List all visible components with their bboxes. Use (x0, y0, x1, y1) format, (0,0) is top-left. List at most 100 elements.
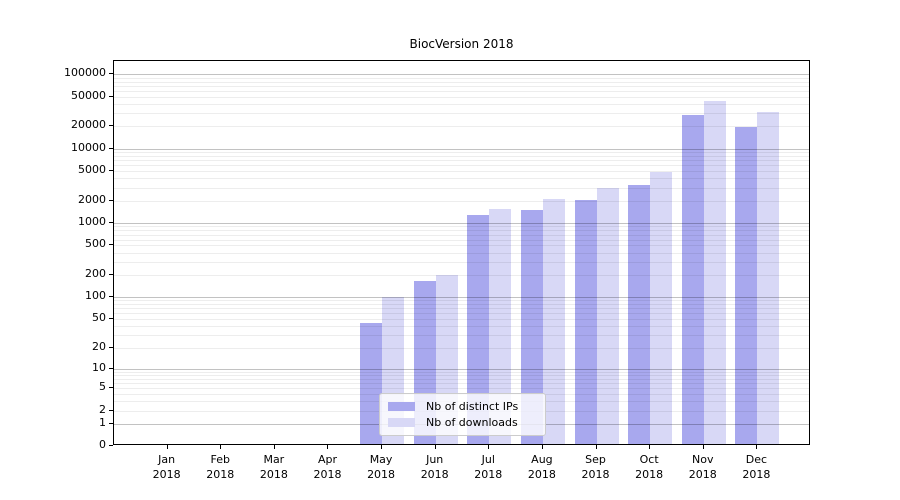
legend-swatch-downloads (388, 418, 415, 428)
gridline-minor (114, 252, 809, 254)
x-tick-label-aug: Aug 2018 (527, 453, 556, 481)
y-tick-label: 100000 (64, 66, 106, 80)
gridline-major (114, 223, 809, 225)
bar-downloads-nov (703, 100, 726, 444)
x-tick-label-jul: Jul 2018 (474, 453, 503, 481)
x-tick-mark (327, 445, 329, 449)
y-tick-label: 10000 (71, 140, 106, 154)
x-tick-mark (220, 445, 222, 449)
gridline-major (114, 74, 809, 76)
gridline-minor (114, 245, 809, 247)
y-tick-mark (109, 273, 113, 275)
bar-distinct-ips-jul (467, 215, 490, 444)
bar-downloads-aug (542, 198, 565, 444)
x-tick-label-feb: Feb 2018 (206, 453, 235, 481)
y-tick-mark (109, 199, 113, 201)
gridline-minor (114, 347, 809, 349)
gridline-minor (114, 230, 809, 232)
gridline-minor (114, 239, 809, 241)
y-tick-label: 50 (92, 311, 106, 325)
gridline-minor (114, 226, 809, 228)
gridline-minor (114, 113, 809, 115)
gridline-minor (114, 371, 809, 373)
x-tick-label-jun: Jun 2018 (420, 453, 449, 481)
gridline-minor (114, 152, 809, 154)
x-tick-label-jan: Jan 2018 (152, 453, 181, 481)
gridline-minor (114, 261, 809, 263)
y-tick-label: 2 (99, 402, 106, 416)
y-tick-mark (109, 170, 113, 172)
y-tick-label: 1 (99, 415, 106, 429)
y-tick-mark (109, 73, 113, 75)
x-tick-mark (273, 445, 275, 449)
y-tick-mark (109, 318, 113, 320)
y-tick-mark (109, 387, 113, 389)
x-tick-label-may: May 2018 (367, 453, 396, 481)
x-tick-mark (166, 445, 168, 449)
y-tick-mark (109, 296, 113, 298)
bar-downloads-sep (596, 188, 619, 444)
x-tick-mark (595, 445, 597, 449)
gridline-minor (114, 313, 809, 315)
y-tick-label: 200 (85, 266, 106, 280)
y-tick-mark (109, 409, 113, 411)
gridline-minor (114, 375, 809, 377)
y-tick-label: 50000 (71, 88, 106, 102)
y-tick-label: 20000 (71, 118, 106, 132)
x-tick-label-sep: Sep 2018 (581, 453, 610, 481)
y-tick-label: 100 (85, 289, 106, 303)
gridline-minor (114, 104, 809, 106)
y-tick-mark (109, 125, 113, 127)
legend-item-distinct-ips: Nb of distinct IPs (380, 400, 545, 413)
gridline-minor (114, 160, 809, 162)
y-tick-label: 0 (99, 438, 106, 451)
y-tick-mark (109, 222, 113, 224)
gridline-major (114, 148, 809, 150)
x-tick-label-mar: Mar 2018 (259, 453, 288, 481)
x-tick-label-nov: Nov 2018 (688, 453, 717, 481)
y-tick-mark (109, 367, 113, 369)
gridline-major (114, 368, 809, 370)
chart-title: BiocVersion 2018 (409, 37, 514, 51)
x-tick-mark (649, 445, 651, 449)
y-tick-label: 10 (92, 360, 106, 374)
y-tick-mark (109, 422, 113, 424)
gridline-minor (114, 155, 809, 157)
legend-swatch-distinct-ips (388, 401, 415, 411)
gridline-minor (114, 200, 809, 202)
legend-item-downloads: Nb of downloads (380, 416, 545, 429)
x-tick-mark (541, 445, 543, 449)
x-tick-mark (381, 445, 383, 449)
legend-label-distinct-ips: Nb of distinct IPs (426, 399, 519, 413)
y-tick-mark (109, 244, 113, 246)
gridline-minor (114, 165, 809, 167)
gridline-minor (114, 326, 809, 328)
x-tick-mark (434, 445, 436, 449)
y-tick-label: 5000 (78, 163, 106, 177)
gridline-minor (114, 96, 809, 98)
bar-downloads-dec (757, 112, 780, 444)
x-tick-mark (702, 445, 704, 449)
gridline-minor (114, 77, 809, 79)
gridline-minor (114, 90, 809, 92)
gridline-minor (114, 178, 809, 180)
y-tick-mark (109, 95, 113, 97)
x-tick-mark (488, 445, 490, 449)
gridline-minor (114, 81, 809, 83)
y-tick-label: 5 (99, 380, 106, 394)
gridline-minor (114, 187, 809, 189)
x-tick-label-dec: Dec 2018 (742, 453, 771, 481)
gridline-minor (114, 171, 809, 173)
y-tick-label: 20 (92, 339, 106, 353)
gridline-minor (114, 335, 809, 337)
gridline-minor (114, 319, 809, 321)
y-tick-mark (109, 346, 113, 348)
gridline-major (114, 297, 809, 299)
gridline-minor (114, 304, 809, 306)
y-tick-mark (109, 445, 113, 446)
x-tick-label-oct: Oct 2018 (635, 453, 664, 481)
y-tick-mark (109, 147, 113, 149)
bar-distinct-ips-oct (628, 184, 651, 444)
gridline-minor (114, 308, 809, 310)
